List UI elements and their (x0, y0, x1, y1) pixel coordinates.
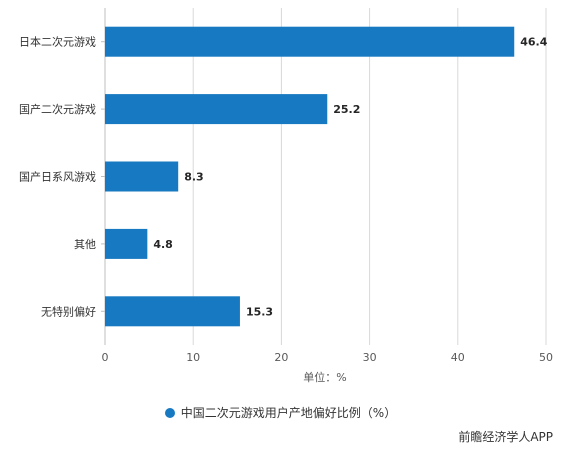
y-tick-label: 国产日系风游戏 (19, 170, 96, 184)
x-tick-label: 10 (186, 351, 200, 364)
bars (105, 26, 515, 327)
legend-marker (164, 407, 175, 418)
x-axis-title: 单位：% (303, 370, 346, 384)
bar (105, 296, 240, 327)
y-tick-label: 国产二次元游戏 (19, 102, 96, 116)
legend: 中国二次元游戏用户产地偏好比例（%） (0, 404, 561, 421)
x-tick-label: 20 (274, 351, 288, 364)
data-label: 8.3 (184, 171, 204, 184)
y-tick-label: 日本二次元游戏 (19, 35, 96, 49)
data-label: 4.8 (153, 238, 173, 251)
bar (105, 94, 328, 125)
source-credit: 前瞻经济学人APP (458, 430, 553, 444)
y-tick-label: 无特别偏好 (41, 304, 96, 318)
data-label: 46.4 (520, 36, 547, 49)
bar (105, 228, 148, 259)
gridlines (101, 8, 547, 345)
data-label: 25.2 (333, 103, 360, 116)
bar (105, 26, 515, 57)
x-tick-label: 0 (102, 351, 109, 364)
data-label: 15.3 (246, 305, 273, 318)
y-tick-label: 其他 (74, 238, 96, 251)
x-tick-label: 40 (451, 351, 465, 364)
x-tick-label: 50 (539, 351, 553, 364)
legend-label: 中国二次元游戏用户产地偏好比例（%） (180, 406, 397, 420)
x-tick-label: 30 (363, 351, 377, 364)
labels: 0 10 20 30 40 50 日本二次元游戏 46.4 国产二次元游戏 25.2 国产日系风游戏… (19, 35, 553, 364)
bar (105, 161, 179, 192)
